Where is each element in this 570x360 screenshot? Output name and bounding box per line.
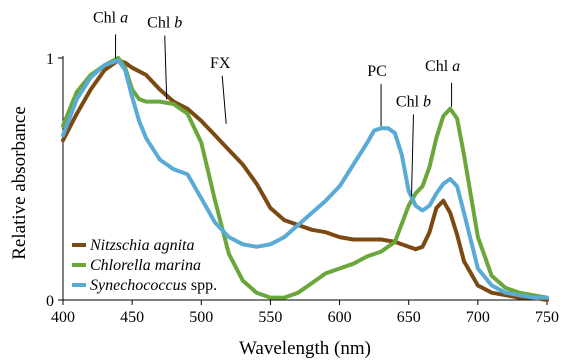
annotation-prefix: PC	[367, 63, 387, 80]
x-tick-label: 400	[51, 309, 75, 326]
y-axis-ticks: 01	[46, 51, 63, 310]
annotation-italic: b	[423, 93, 431, 110]
annotation-italic: b	[174, 15, 182, 32]
peak-annotation-label: Chl b	[396, 93, 431, 110]
legend-label-italic: Nitzschia agnita	[89, 237, 194, 254]
series-lines	[61, 56, 549, 302]
x-tick-label: 450	[120, 309, 144, 326]
peak-annotation-label: Chl b	[147, 15, 182, 32]
y-tick-label: 1	[46, 51, 54, 68]
series-line	[61, 58, 549, 302]
annotation-italic: a	[452, 58, 460, 75]
y-axis-label: Relative absorbance	[9, 106, 30, 260]
peak-annotation-label: FX	[210, 55, 231, 72]
legend: Nitzschia agnita Chlorella marina Synechoc…	[72, 237, 217, 294]
peak-annotation-label: Chl a	[425, 58, 460, 75]
annotation-prefix: Chl	[93, 9, 120, 26]
series-line	[61, 56, 549, 300]
legend-label-suffix: spp.	[187, 277, 217, 294]
series-line	[61, 58, 549, 300]
x-tick-label: 750	[535, 309, 559, 326]
annotation-prefix: Chl	[425, 58, 452, 75]
peak-annotation-label: Chl a	[93, 9, 128, 26]
x-axis-ticks: 400 450 500 550 600 650 700 750	[51, 300, 559, 326]
x-tick-label: 550	[258, 309, 282, 326]
annotation-leader-line	[410, 114, 414, 197]
x-tick-label: 700	[466, 309, 490, 326]
legend-label: Nitzschia agnita	[89, 237, 194, 254]
legend-label-italic: Chlorella marina	[90, 257, 201, 274]
legend-label-italic: Synechococcus	[90, 277, 187, 294]
y-tick-label: 0	[46, 293, 54, 310]
annotation-prefix: FX	[210, 55, 231, 72]
legend-label: Synechococcus spp.	[90, 277, 217, 294]
annotation-leader-line	[221, 75, 227, 124]
annotation-prefix: Chl	[147, 15, 174, 32]
annotation-leader-line	[164, 35, 168, 100]
x-tick-label: 600	[328, 309, 352, 326]
annotation-italic: a	[120, 9, 128, 26]
legend-label: Chlorella marina	[90, 257, 201, 274]
x-tick-label: 500	[189, 309, 213, 326]
plot-area: 400 450 500 550 600 650 700 750 01 Chl a Chl bFX…	[46, 9, 559, 326]
annotation-prefix: Chl	[396, 93, 423, 110]
x-axis-label: Wavelength (nm)	[239, 338, 371, 359]
peak-annotation-label: PC	[367, 63, 387, 80]
x-tick-label: 650	[397, 309, 421, 326]
